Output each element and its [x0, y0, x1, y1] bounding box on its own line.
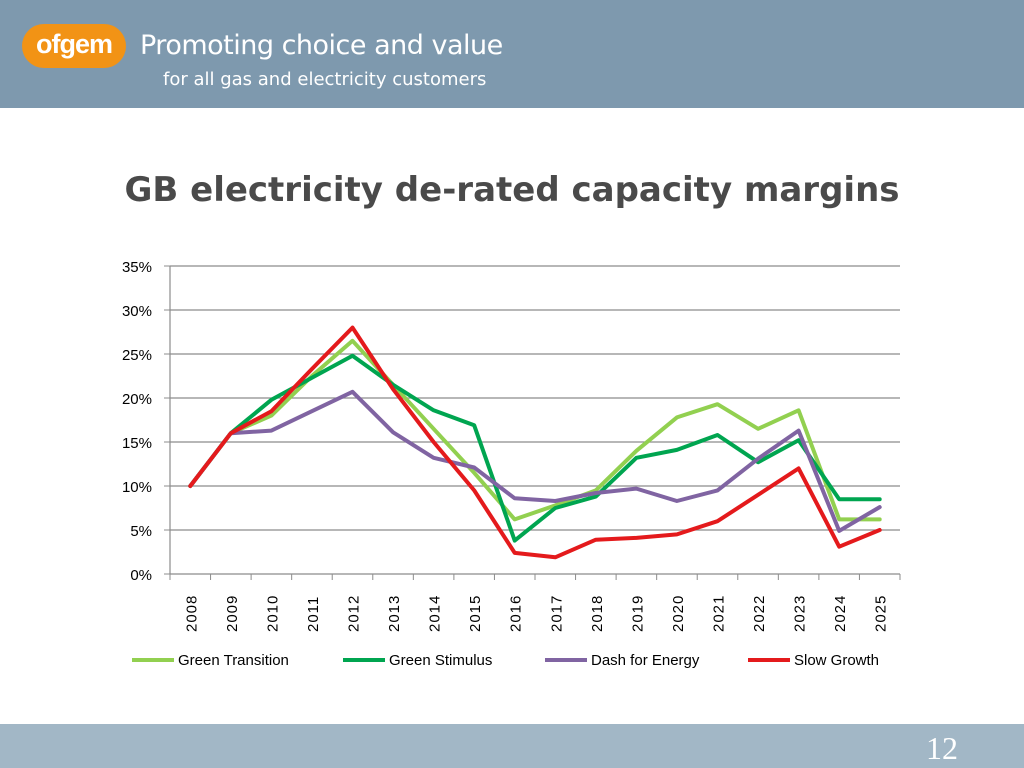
y-tick-label: 30% [122, 303, 152, 320]
x-tick-label: 2014 [427, 595, 444, 632]
y-tick-label: 35% [122, 259, 152, 276]
x-tick-label: 2023 [792, 595, 809, 632]
slide-title: GB electricity de-rated capacity margins [124, 170, 900, 210]
ofgem-logo: ofgem [22, 24, 126, 68]
x-tick-label: 2015 [467, 595, 484, 632]
x-tick-label: 2013 [386, 595, 403, 632]
y-tick-label: 5% [130, 523, 152, 540]
x-tick-label: 2025 [873, 595, 890, 632]
x-tick-label: 2021 [711, 595, 728, 632]
y-tick-label: 25% [122, 347, 152, 364]
y-tick-label: 10% [122, 479, 152, 496]
series-line-green-stimulus [188, 353, 882, 543]
header-bar: ofgem Promoting choice and value for all… [0, 0, 1024, 108]
legend-label-slow-growth: Slow Growth [794, 652, 879, 669]
x-tick-label: 2018 [589, 595, 606, 632]
y-tick-label: 20% [122, 391, 152, 408]
x-tick-label: 2008 [183, 595, 200, 632]
x-tick-label: 2019 [629, 595, 646, 632]
y-tick-label: 0% [130, 567, 152, 584]
x-tick-label: 2009 [224, 595, 241, 632]
series-line-green-transition [188, 338, 882, 522]
x-tick-label: 2020 [670, 595, 687, 632]
tagline-line2: for all gas and electricity customers [163, 69, 487, 90]
legend-label-green-stimulus: Green Stimulus [389, 652, 492, 669]
series-line-dash-for-energy [188, 389, 882, 533]
legend-label-green-transition: Green Transition [178, 652, 289, 669]
footer-bar: 12 [0, 724, 1024, 768]
line-chart: 0% 5% 10% 15% 20% 25% 30% 35% 2008 2009 2010 2011 20… [122, 259, 901, 669]
y-tick-label: 15% [122, 435, 152, 452]
series-line-slow-growth [188, 325, 882, 560]
x-tick-label: 2022 [751, 595, 768, 632]
page-number: 12 [926, 730, 958, 766]
tagline-line1: Promoting choice and value [140, 30, 503, 61]
x-tick-label: 2024 [832, 595, 849, 632]
x-tick-label: 2010 [264, 595, 281, 632]
logo-text: ofgem [36, 28, 113, 59]
x-tick-label: 2012 [346, 595, 363, 632]
x-tick-label: 2017 [548, 595, 565, 632]
x-tick-label: 2011 [305, 596, 322, 632]
x-tick-label: 2016 [508, 595, 525, 632]
legend-label-dash-for-energy: Dash for Energy [591, 652, 700, 669]
